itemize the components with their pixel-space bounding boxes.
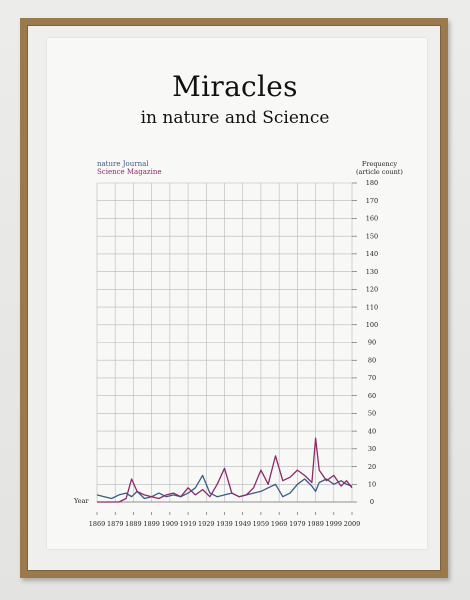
y-tick-label: 130 <box>366 268 378 276</box>
y-tick-label: 70 <box>368 374 376 382</box>
legend-nature-journal: nature Journal <box>97 160 149 168</box>
series-line-science-magazine <box>97 437 353 503</box>
y-tick-label: 110 <box>366 303 378 311</box>
y-axis-title-line1: Frequency <box>361 160 398 168</box>
x-tick-label: 1999 <box>326 520 343 528</box>
x-tick-label: 1989 <box>307 520 324 528</box>
y-tick-label: 160 <box>366 215 378 223</box>
y-tick-label: 150 <box>366 232 378 240</box>
x-tick-label: 1879 <box>107 520 124 528</box>
x-tick-label: 1869 <box>89 520 106 528</box>
y-tick-label: 0 <box>370 498 374 506</box>
y-tick-label: 140 <box>366 250 378 258</box>
x-tick-label: 2009 <box>344 520 361 528</box>
y-tick-label: 50 <box>368 410 376 418</box>
x-tick-label: 1929 <box>198 520 215 528</box>
y-tick-label: 90 <box>368 339 376 347</box>
x-tick-label: 1959 <box>253 520 270 528</box>
poster-title: Miracles <box>172 70 298 103</box>
x-tick-label: 1889 <box>125 520 142 528</box>
x-tick-label: 1949 <box>234 520 251 528</box>
y-axis-title: Frequency (article count) <box>356 160 403 176</box>
y-tick-label: 30 <box>368 445 376 453</box>
x-axis-title: Year <box>74 497 89 505</box>
poster-paper <box>47 38 427 549</box>
x-tick-label: 1909 <box>162 520 179 528</box>
y-tick-label: 120 <box>366 286 378 294</box>
y-tick-label: 180 <box>366 179 378 187</box>
x-tick-label: 1899 <box>143 520 160 528</box>
y-tick-label: 80 <box>368 356 376 364</box>
y-tick-label: 100 <box>366 321 378 329</box>
x-tick-label: 1919 <box>180 520 197 528</box>
y-tick-label: 40 <box>368 427 376 435</box>
y-tick-label: 20 <box>368 463 376 471</box>
legend-science-magazine: Science Magazine <box>97 168 162 176</box>
y-tick-label: 60 <box>368 392 376 400</box>
x-tick-label: 1979 <box>289 520 306 528</box>
y-axis-title-line2: (article count) <box>356 168 403 176</box>
y-tick-label: 10 <box>368 480 376 488</box>
x-tick-label: 1969 <box>271 520 288 528</box>
poster-subtitle: in nature and Science <box>140 108 330 128</box>
x-tick-label: 1939 <box>216 520 233 528</box>
y-tick-label: 170 <box>366 197 378 205</box>
chart-legend: nature Journal Science Magazine <box>97 160 161 176</box>
